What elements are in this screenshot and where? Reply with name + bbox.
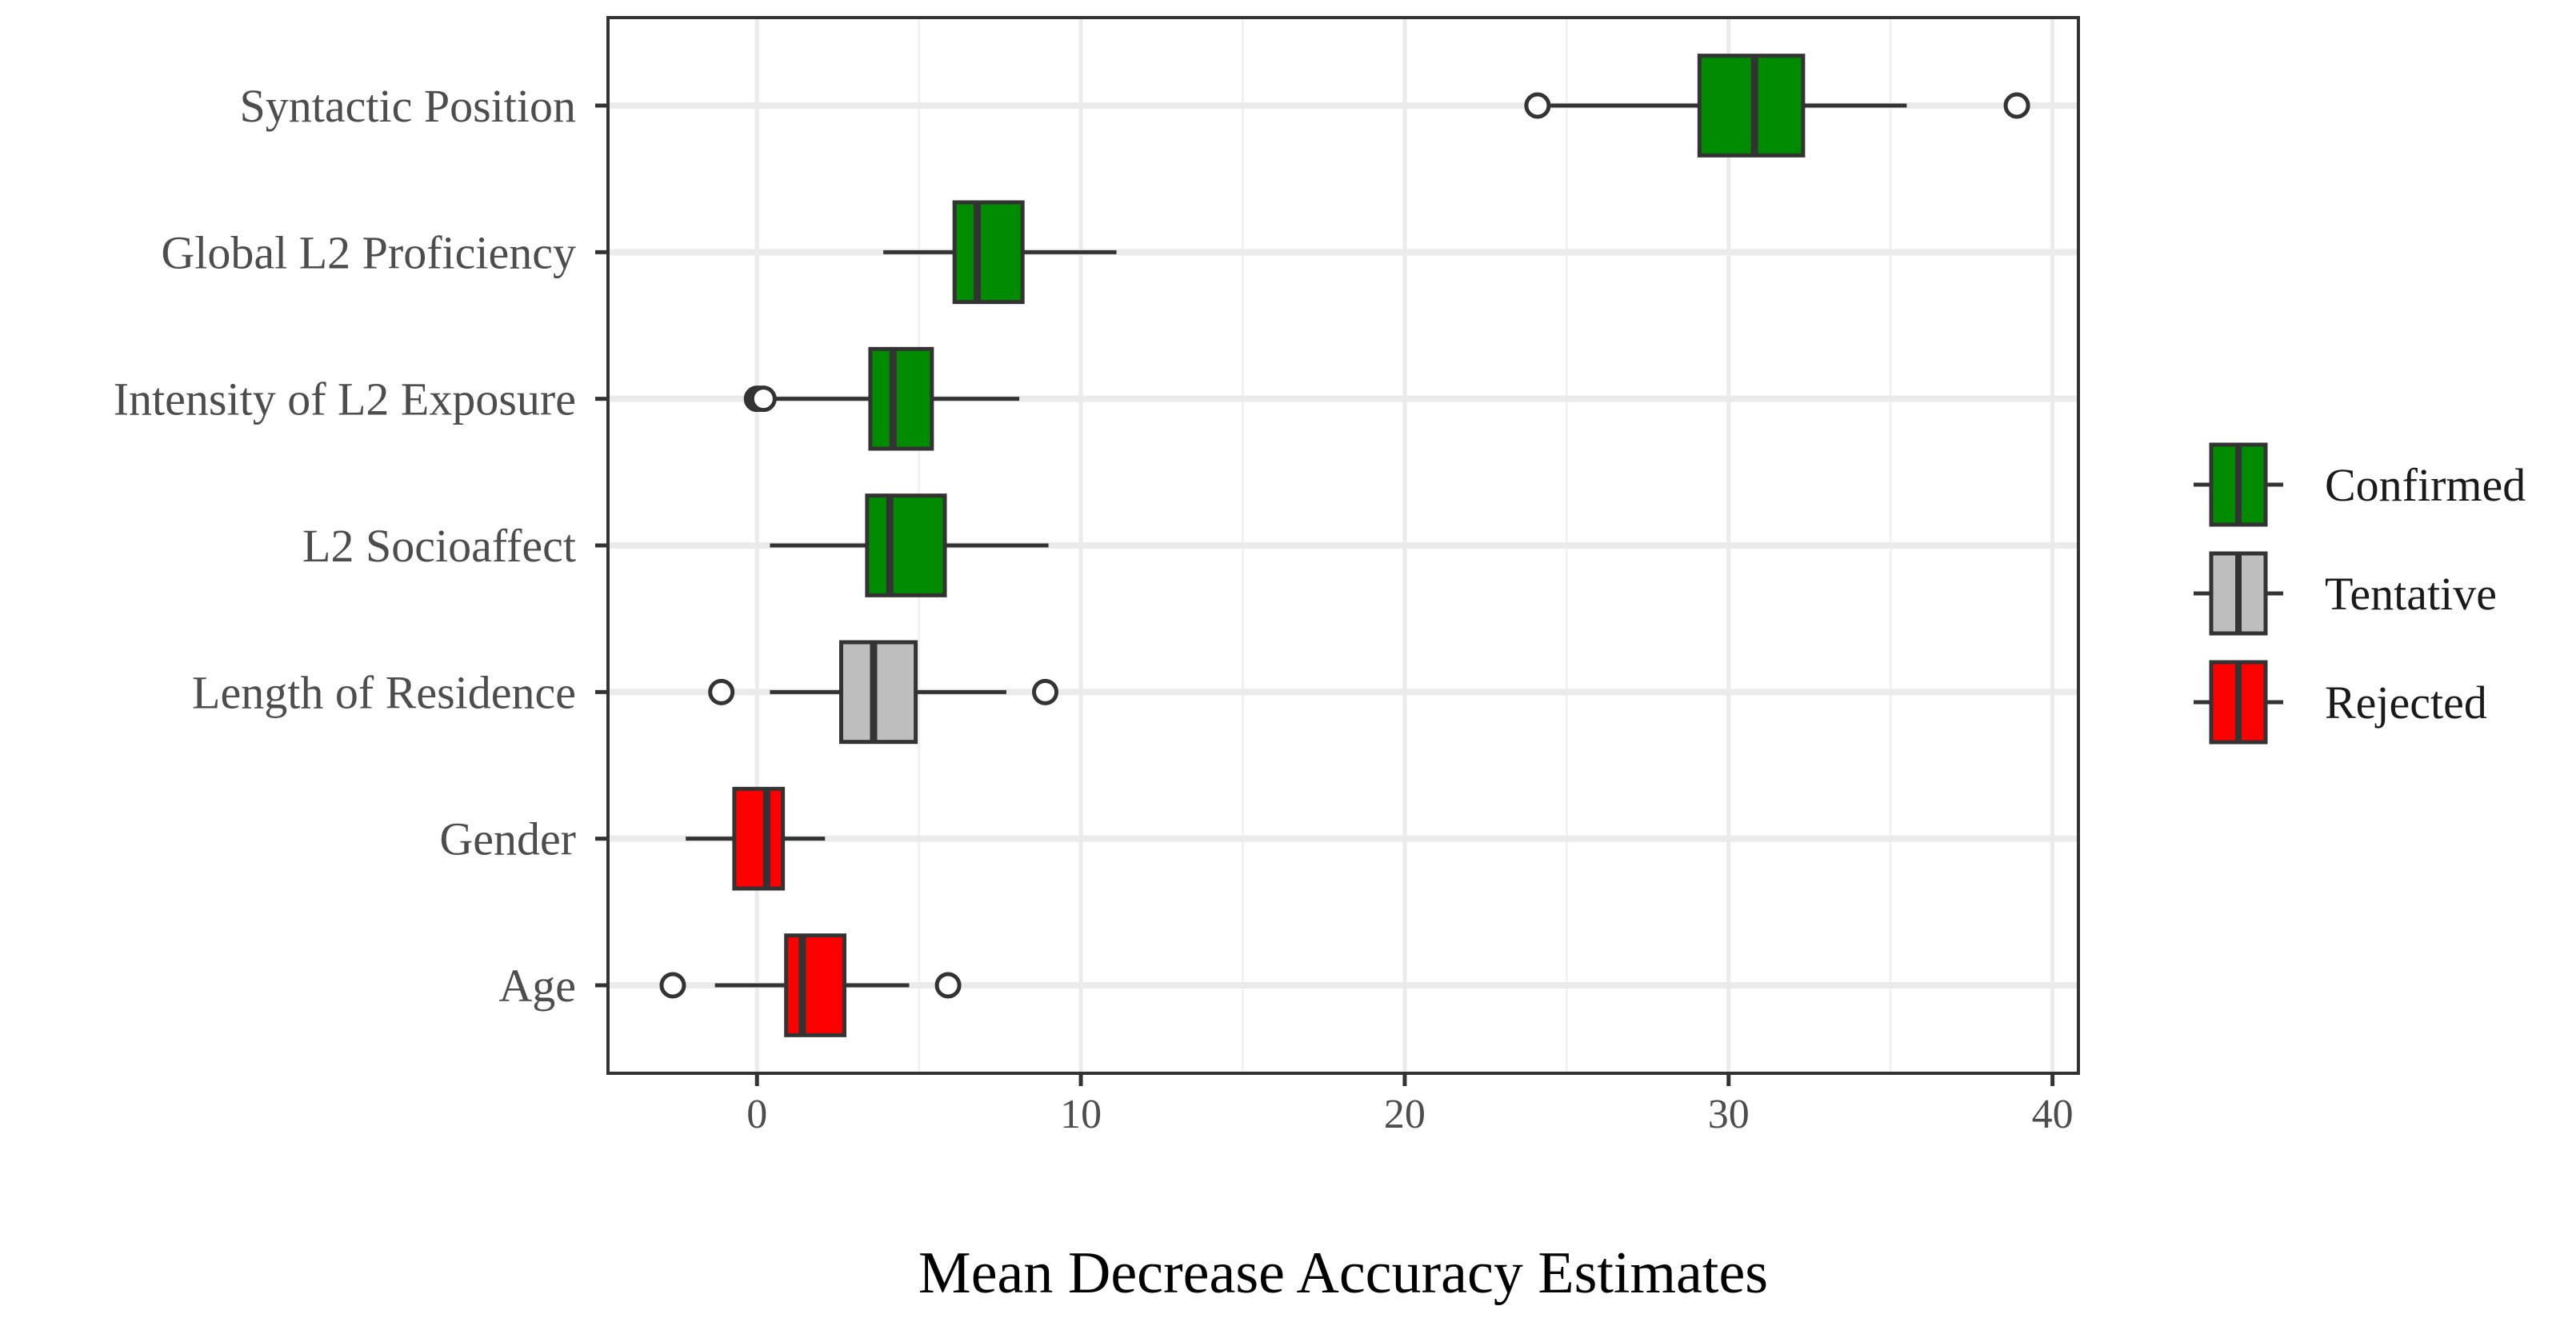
- outlier-point: [2003, 92, 2030, 119]
- y-tick-label: Syntactic Position: [240, 80, 577, 132]
- x-tick-label: 10: [1060, 1092, 1102, 1137]
- legend-item: Tentative: [2194, 551, 2497, 636]
- box-group: [1524, 54, 2030, 158]
- y-tick-label: Intensity of L2 Exposure: [114, 373, 576, 425]
- box-group: [770, 493, 1049, 597]
- box-group: [743, 346, 1020, 451]
- box-group: [708, 640, 1059, 745]
- legend-label: Tentative: [2325, 568, 2497, 620]
- legend: Confirmed Tentative Rejected: [2194, 442, 2526, 745]
- outlier-point: [934, 972, 962, 999]
- x-tick-label: 40: [2032, 1092, 2074, 1137]
- outlier-point: [750, 385, 777, 413]
- legend-label: Rejected: [2325, 677, 2487, 729]
- y-tick-label: Gender: [439, 813, 576, 865]
- y-tick-label: Age: [498, 960, 576, 1012]
- box: [784, 933, 847, 1037]
- legend-label: Confirmed: [2325, 459, 2526, 511]
- box-group: [883, 200, 1117, 305]
- x-tick-label: 0: [746, 1092, 767, 1137]
- outlier-point: [1524, 92, 1551, 119]
- y-tick-label: Length of Residence: [192, 666, 576, 718]
- box: [952, 200, 1025, 305]
- box: [838, 640, 918, 745]
- y-tick-label: L2 Socioaffect: [302, 520, 576, 572]
- legend-item: Confirmed: [2194, 442, 2526, 527]
- box: [868, 346, 934, 451]
- box: [865, 493, 947, 597]
- y-tick-label: Global L2 Proficiency: [161, 226, 576, 278]
- x-tick-label: 20: [1384, 1092, 1426, 1137]
- legend-item: Rejected: [2194, 660, 2487, 745]
- y-axis: Syntactic Position Global L2 Proficiency I…: [114, 80, 608, 1012]
- x-tick-label: 30: [1708, 1092, 1750, 1137]
- box-group: [686, 786, 826, 891]
- box: [732, 786, 786, 891]
- outlier-point: [659, 972, 686, 999]
- outlier-point: [1032, 678, 1059, 705]
- box-group: [659, 933, 962, 1037]
- outlier-point: [708, 678, 735, 705]
- boxes-layer: [659, 54, 2030, 1037]
- x-axis: 0 10 20 30 40: [746, 1073, 2074, 1137]
- x-axis-title: Mean Decrease Accuracy Estimates: [918, 1240, 1768, 1306]
